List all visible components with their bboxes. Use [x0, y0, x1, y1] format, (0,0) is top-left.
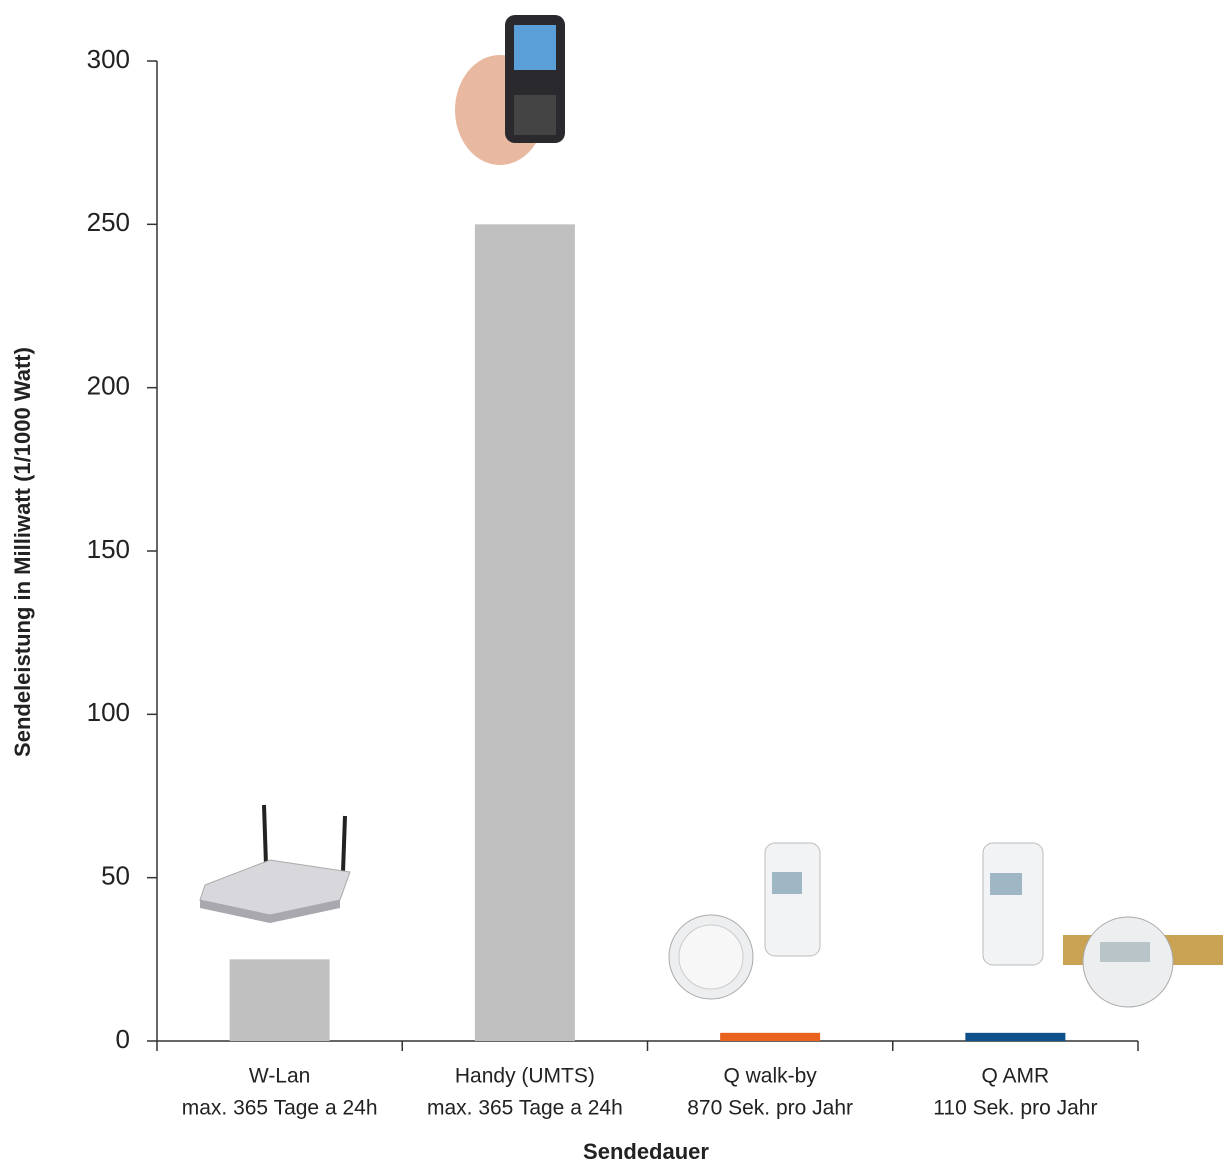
x-tick-label: max. 365 Tage a 24h	[427, 1097, 623, 1120]
phone-illustration	[455, 15, 565, 165]
y-tick-label: 200	[87, 371, 130, 401]
x-tick-label: 110 Sek. pro Jahr	[933, 1097, 1097, 1120]
y-tick-label: 0	[116, 1024, 130, 1054]
bar	[474, 224, 575, 1042]
bar	[720, 1032, 821, 1041]
x-tick-label: max. 365 Tage a 24h	[182, 1097, 378, 1120]
y-tick-label: 50	[101, 861, 130, 891]
x-tick-label: Q AMR	[982, 1065, 1050, 1088]
y-tick-label: 250	[87, 207, 130, 237]
router-illustration	[199, 804, 351, 923]
meter-illustration	[982, 842, 1223, 1008]
meter-illustration	[668, 842, 821, 1000]
y-tick-label: 100	[87, 697, 130, 727]
x-axis-title: Sendedauer	[583, 1139, 709, 1164]
y-tick-label: 300	[87, 44, 130, 74]
x-tick-label: 870 Sek. pro Jahr	[687, 1097, 853, 1120]
x-tick-label: Handy (UMTS)	[455, 1065, 595, 1088]
y-tick-label: 150	[87, 534, 130, 564]
x-tick-label: Q walk-by	[723, 1065, 817, 1088]
bar	[965, 1032, 1066, 1041]
bar	[229, 959, 330, 1041]
x-tick-label: W-Lan	[249, 1065, 310, 1088]
y-axis-title: Sendeleistung in Milliwatt (1/1000 Watt)	[10, 347, 35, 757]
